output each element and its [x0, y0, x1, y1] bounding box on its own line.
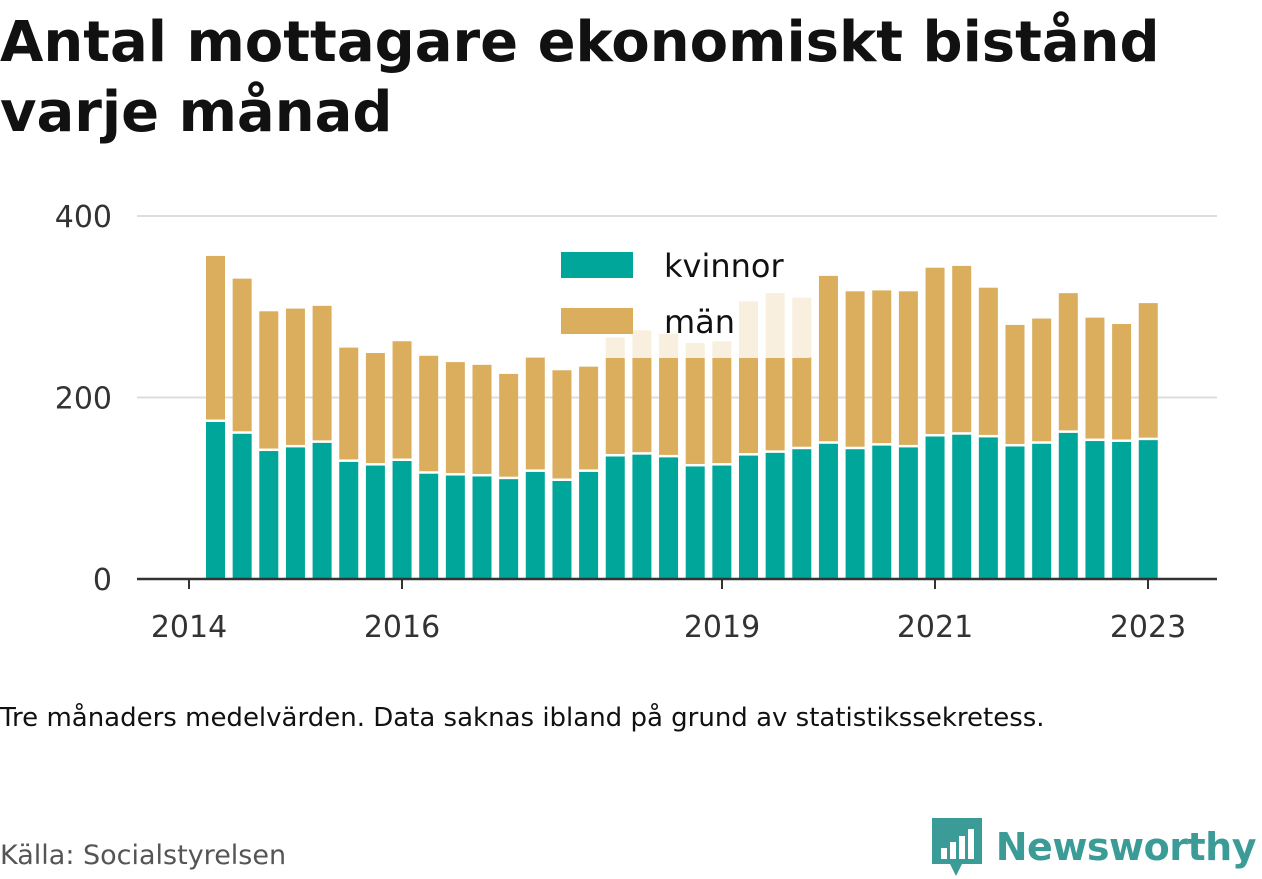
bar-chart-speech-bubble-icon: [931, 818, 982, 876]
bar-kvinnor: [1058, 432, 1078, 579]
legend: kvinnor män: [542, 233, 814, 358]
bar-man: [419, 355, 439, 472]
bar-man: [285, 308, 305, 445]
bar-man: [818, 275, 838, 442]
bar-kvinnor: [925, 436, 945, 579]
bar-man: [605, 337, 625, 454]
bar-man: [232, 278, 252, 432]
bar-man: [712, 341, 732, 464]
bar-kvinnor: [685, 466, 705, 579]
y-tick-label: 0: [93, 563, 112, 598]
bar-kvinnor: [792, 449, 812, 579]
bar-man: [1085, 317, 1105, 439]
bar-man: [445, 362, 465, 474]
bar-man: [552, 370, 572, 479]
bar-man: [472, 364, 492, 474]
bar-kvinnor: [712, 465, 732, 579]
bar-kvinnor: [472, 476, 492, 579]
x-tick-label: 2021: [897, 610, 973, 645]
legend-swatch: [561, 308, 633, 334]
bar-kvinnor: [525, 471, 545, 579]
bar-man: [1138, 303, 1158, 438]
bar-kvinnor: [818, 443, 838, 579]
bar-man: [685, 343, 705, 464]
x-tick-label: 2016: [364, 610, 440, 645]
bar-kvinnor: [445, 475, 465, 579]
bar-man: [952, 265, 972, 433]
bar-man: [525, 357, 545, 470]
chart-note: Tre månaders medelvärden. Data saknas ib…: [0, 703, 1045, 733]
bar-kvinnor: [419, 473, 439, 579]
bar-kvinnor: [312, 442, 332, 579]
bar-kvinnor: [632, 454, 652, 579]
bar-man: [339, 347, 359, 460]
legend-label: män: [664, 303, 735, 341]
bar-kvinnor: [872, 445, 892, 579]
bar-man: [1005, 324, 1025, 445]
source-text: Källa: Socialstyrelsen: [0, 840, 287, 871]
bar-kvinnor: [552, 480, 572, 579]
stacked-bar-chart: 0 200 400 2014 2016 2019 2021 2023 kvinnor män: [55, 200, 1217, 645]
bar-kvinnor: [392, 461, 412, 579]
bar-man: [312, 305, 332, 441]
bar-kvinnor: [1032, 443, 1052, 579]
bar-man: [392, 341, 412, 459]
bar-man: [978, 287, 998, 435]
brand[interactable]: Newsworthy: [931, 818, 1257, 876]
legend-swatch: [561, 252, 633, 278]
bar-kvinnor: [499, 479, 519, 579]
chart-title: Antal mottagare ekonomiskt bistånd varje…: [0, 10, 1160, 145]
bar-kvinnor: [978, 437, 998, 579]
bar-kvinnor: [765, 452, 785, 579]
bar-man: [365, 353, 385, 464]
x-tick-label: 2023: [1110, 610, 1186, 645]
bar-kvinnor: [1112, 441, 1132, 579]
bar-kvinnor: [285, 447, 305, 579]
bar-kvinnor: [739, 455, 758, 579]
bar-kvinnor: [232, 433, 252, 579]
bar-man: [579, 366, 599, 470]
bar-man: [1032, 318, 1052, 442]
bar-kvinnor: [659, 457, 679, 579]
bar-man: [499, 373, 519, 477]
bar-kvinnor: [1085, 441, 1105, 579]
bar-kvinnor: [1138, 440, 1158, 579]
bar-man: [898, 291, 918, 445]
bar-man: [845, 291, 865, 447]
bar-kvinnor: [1005, 446, 1025, 579]
bar-man: [925, 267, 945, 435]
bar-kvinnor: [845, 449, 865, 579]
x-tick-label: 2014: [151, 610, 227, 645]
legend-label: kvinnor: [664, 247, 785, 285]
brand-name: Newsworthy: [995, 825, 1257, 869]
y-tick-label: 400: [55, 200, 112, 235]
bar-kvinnor: [259, 451, 279, 579]
bar-man: [206, 255, 225, 420]
bar-man: [659, 333, 679, 455]
bar-kvinnor: [898, 447, 918, 579]
bar-man: [1058, 293, 1078, 431]
bar-kvinnor: [605, 456, 625, 579]
y-axis-ticks: 0 200 400: [55, 200, 112, 598]
bar-kvinnor: [579, 471, 599, 579]
bar-man: [1112, 323, 1132, 440]
bar-man: [259, 311, 279, 449]
bar-man: [872, 290, 892, 444]
bar-man: [632, 330, 652, 453]
bar-kvinnor: [339, 461, 359, 579]
bar-kvinnor: [365, 465, 385, 579]
x-axis-ticks: 2014 2016 2019 2021 2023: [151, 579, 1186, 645]
y-tick-label: 200: [55, 382, 112, 417]
bar-kvinnor: [952, 434, 972, 579]
bar-kvinnor: [206, 422, 225, 579]
x-tick-label: 2019: [684, 610, 760, 645]
